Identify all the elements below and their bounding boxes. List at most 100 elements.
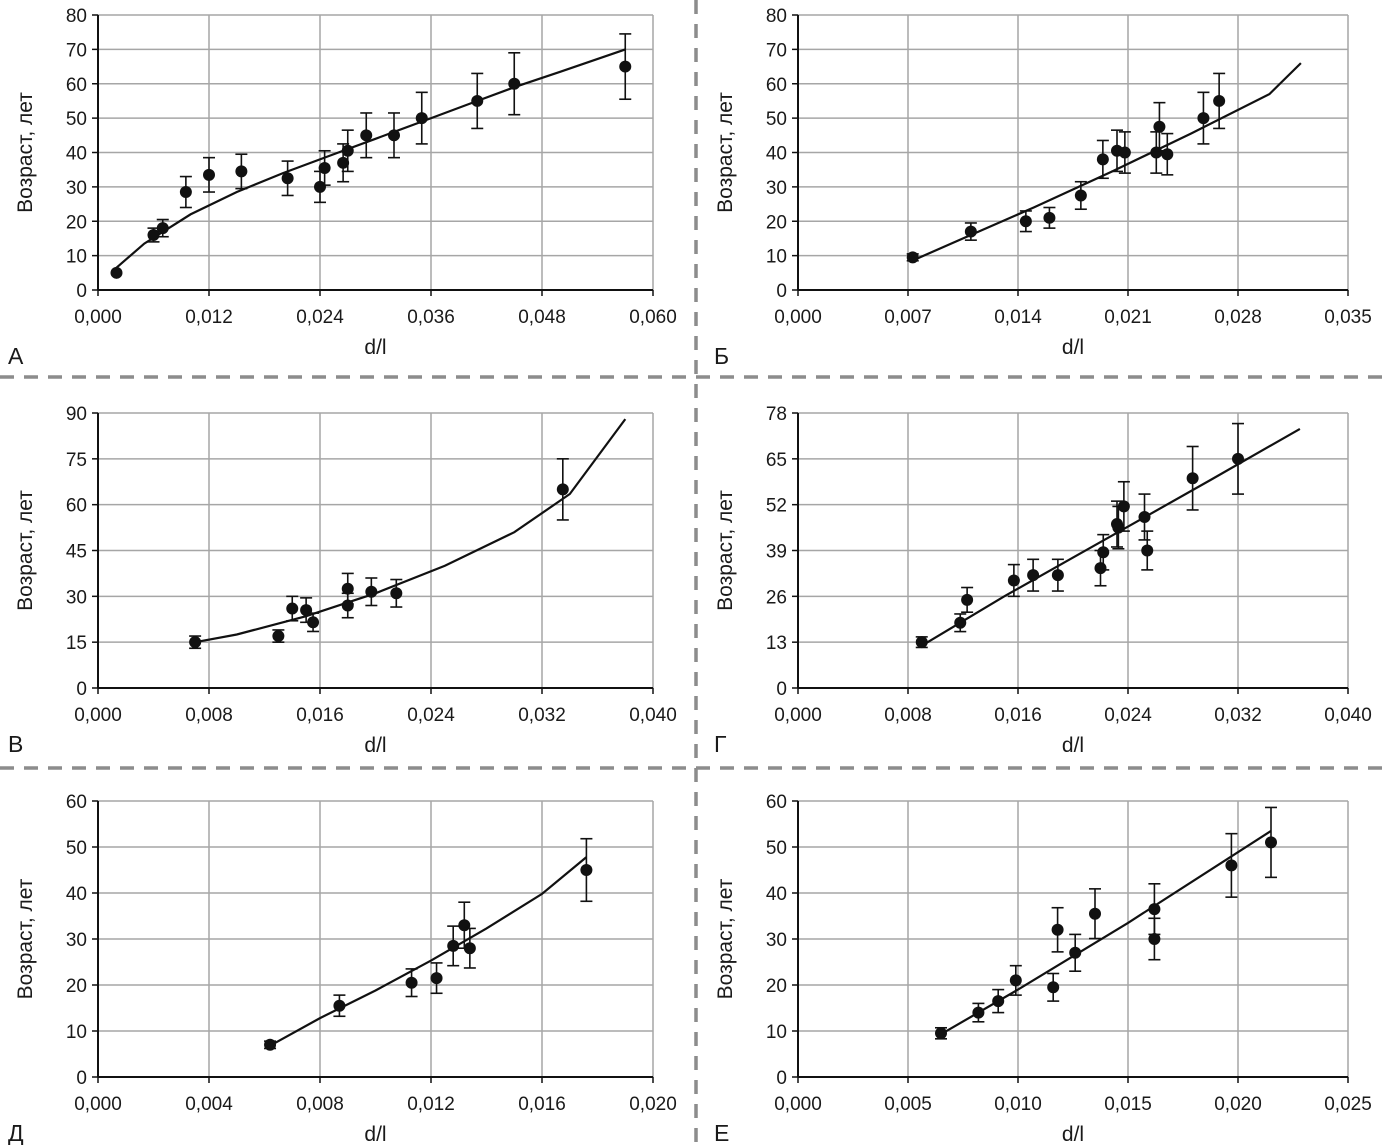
data-point (463, 942, 476, 955)
data-point (1027, 569, 1040, 582)
x-axis-title: d/l (364, 734, 386, 757)
data-point (341, 582, 354, 595)
data-point (333, 999, 346, 1012)
x-tick-label: 0,025 (1324, 1094, 1372, 1115)
data-point (580, 864, 593, 876)
data-point (1186, 472, 1199, 485)
data-point (447, 939, 460, 952)
data-point (341, 599, 354, 612)
data-point (1019, 215, 1032, 228)
chart-panel: 0,000 0,012 0,024 0,036 0,048 0,060 0 10 20 30 40 5… (8, 6, 677, 369)
x-tick-label: 0,008 (296, 1094, 344, 1115)
y-axis-title: Возраст, лет (14, 878, 37, 999)
data-point (1096, 153, 1109, 166)
data-point (1051, 923, 1064, 936)
y-tick-label: 20 (766, 976, 787, 997)
x-tick-label: 0,036 (407, 307, 455, 328)
y-axis-title: Возраст, лет (14, 490, 37, 611)
x-tick-label: 0,035 (1324, 307, 1372, 328)
y-tick-label: 30 (66, 178, 87, 199)
data-point (300, 604, 313, 617)
data-point (156, 222, 169, 235)
x-tick-label: 0,020 (629, 1094, 677, 1115)
data-point (1150, 146, 1163, 159)
chart-panel: 0,000 0,008 0,016 0,024 0,032 0,040 0 15 30 45 60 7… (8, 404, 677, 757)
y-tick-label: 26 (766, 587, 787, 608)
y-tick-label: 80 (766, 6, 787, 27)
y-tick-label: 13 (766, 633, 787, 654)
x-axis-title: d/l (364, 1123, 386, 1145)
data-point (619, 60, 632, 73)
data-point (286, 602, 299, 615)
data-point (1009, 974, 1022, 987)
x-tick-label: 0,040 (629, 705, 677, 726)
y-tick-label: 10 (766, 1022, 787, 1043)
y-tick-label: 65 (766, 450, 787, 471)
data-point (906, 251, 919, 264)
data-point (272, 630, 285, 643)
y-tick-label: 0 (776, 679, 787, 700)
y-tick-label: 75 (66, 450, 87, 471)
y-tick-label: 0 (76, 1068, 87, 1089)
data-point (1265, 836, 1277, 849)
data-point (264, 1038, 277, 1051)
data-point (1043, 211, 1056, 224)
data-point (235, 165, 248, 178)
y-tick-label: 10 (66, 1022, 87, 1043)
x-tick-label: 0,048 (518, 307, 566, 328)
y-axis-title: Возраст, лет (714, 490, 737, 611)
data-point (341, 144, 354, 157)
y-tick-label: 50 (66, 109, 87, 130)
data-point (1138, 511, 1151, 524)
y-tick-label: 60 (766, 75, 787, 96)
y-tick-label: 10 (766, 247, 787, 268)
data-point (458, 919, 471, 932)
panel-letter: Б (714, 343, 729, 369)
fit-line (921, 427, 1301, 647)
data-point (430, 972, 443, 985)
data-point (1161, 148, 1174, 161)
data-point (1047, 981, 1060, 994)
data-point (1153, 120, 1166, 133)
x-axis-title: d/l (1062, 1123, 1084, 1145)
data-point (992, 995, 1005, 1008)
y-tick-label: 40 (766, 884, 787, 905)
data-point (405, 976, 418, 989)
data-point (1118, 146, 1131, 159)
data-point (110, 266, 123, 279)
data-point (972, 1006, 985, 1019)
y-axis-title: Возраст, лет (714, 92, 737, 213)
data-point (508, 77, 521, 90)
y-tick-label: 60 (66, 496, 87, 517)
data-point (1069, 946, 1082, 959)
x-tick-label: 0,005 (884, 1094, 932, 1115)
data-point (1197, 112, 1210, 125)
y-tick-label: 0 (76, 679, 87, 700)
panel-letter: Е (714, 1120, 729, 1145)
y-tick-label: 30 (66, 587, 87, 608)
panel-letter: Г (714, 731, 727, 757)
data-point (307, 616, 320, 629)
data-point (314, 180, 326, 193)
chart-panel: 0,000 0,004 0,008 0,012 0,016 0,020 0 10 20 30 40 5… (8, 792, 677, 1145)
x-tick-label: 0,007 (884, 307, 932, 328)
data-point (1089, 907, 1101, 920)
x-tick-label: 0,012 (185, 307, 233, 328)
x-tick-label: 0,010 (994, 1094, 1042, 1115)
y-tick-label: 40 (66, 144, 87, 165)
fit-line (940, 829, 1272, 1036)
data-point (390, 587, 403, 600)
x-tick-label: 0,000 (74, 1094, 122, 1115)
data-point (964, 225, 977, 238)
x-tick-label: 0,000 (774, 705, 822, 726)
y-axis-title: Возраст, лет (14, 92, 37, 213)
y-tick-label: 39 (766, 542, 787, 563)
panel-letter: Д (8, 1120, 24, 1145)
y-tick-label: 30 (766, 178, 787, 199)
x-tick-label: 0,040 (1324, 705, 1372, 726)
y-tick-label: 30 (766, 930, 787, 951)
x-tick-label: 0,024 (296, 307, 344, 328)
y-axis-title: Возраст, лет (714, 878, 737, 999)
data-point (318, 161, 331, 174)
data-point (1094, 562, 1107, 575)
